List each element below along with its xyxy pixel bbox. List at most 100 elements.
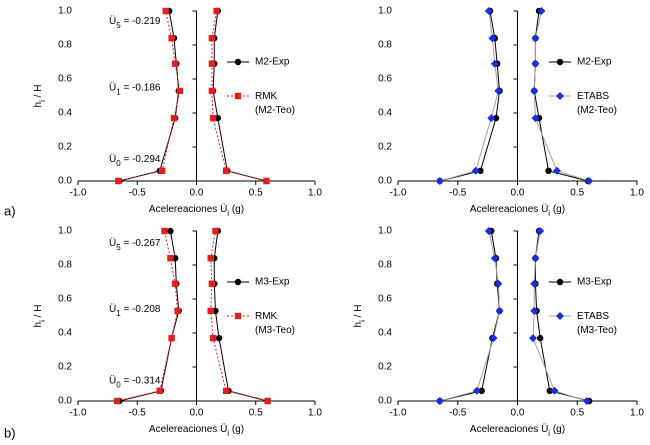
marker	[174, 307, 181, 315]
legend-label: M3-Exp	[255, 277, 290, 288]
annotation: Ü5 = -0.219	[109, 15, 161, 30]
x-tick-label: 0.5	[249, 188, 263, 199]
x-axis-label-sub: i	[227, 209, 229, 218]
x-tick-label: 1.0	[308, 408, 322, 419]
y-tick-label: 0.0	[378, 176, 392, 187]
series-line	[439, 10, 499, 182]
annotation: Ü0 = -0.294	[109, 153, 161, 168]
marker	[530, 306, 539, 315]
legend-label-line: ETABS	[577, 91, 609, 102]
marker	[582, 397, 591, 405]
annotation-part: = -0.314	[121, 375, 161, 386]
x-tick-label: 0.0	[511, 408, 525, 419]
y-tick-label: 0.4	[378, 108, 392, 119]
legend-label-line: (M3-Teo)	[255, 325, 295, 336]
marker	[529, 334, 538, 343]
panel-label: a)	[4, 203, 16, 218]
annotation-part: Ü	[109, 237, 116, 249]
chart: -1.0 -0.5 0.0 0.5 1.0 0.0 0.2 0.4 0.6 0.8 1.0 Acele…	[378, 6, 644, 218]
x-tick-label: -1.0	[389, 188, 407, 199]
y-tick-label: 0.8	[378, 40, 392, 51]
annotation-part: Ü	[109, 303, 116, 315]
marker	[170, 114, 178, 122]
y-tick-label: 0.4	[58, 328, 72, 339]
legend-label-line: RMK	[255, 91, 278, 102]
marker	[530, 279, 539, 288]
annotation-sub: 5	[116, 21, 121, 30]
marker	[546, 387, 553, 394]
marker	[215, 334, 223, 342]
marker	[531, 114, 540, 123]
x-tick-label: -1.0	[389, 408, 407, 419]
y-tick-label: 1.0	[378, 6, 392, 17]
y-axis-label: hi / H	[33, 305, 47, 328]
legend-label: M3-Exp	[577, 277, 612, 288]
legend-marker	[556, 312, 564, 320]
y-tick-label: 0.6	[378, 294, 392, 305]
legend-marker	[234, 58, 242, 66]
y-tick-label: 0.6	[58, 74, 72, 85]
legend-label: ETABS (M2-Teo)	[577, 91, 617, 116]
marker	[162, 7, 169, 15]
y-tick-label: 0.0	[58, 176, 72, 187]
x-axis-label-sub: i	[227, 429, 229, 438]
y-tick-label: 0.0	[58, 396, 72, 407]
marker	[208, 280, 216, 287]
y-tick-label: 0.2	[378, 142, 392, 153]
marker	[222, 387, 230, 394]
legend-label-line: RMK	[255, 311, 278, 322]
annotation-part: = -0.186	[121, 82, 161, 93]
x-tick-label: 0.0	[511, 188, 525, 199]
marker	[207, 307, 214, 315]
annotation-part: = -0.208	[121, 304, 161, 315]
x-axis-label: Acelereaciones Üi (g)	[149, 423, 244, 438]
marker	[492, 114, 500, 122]
marker	[168, 334, 175, 342]
x-axis-label-part: (g)	[229, 204, 244, 215]
y-axis-label-part: h	[33, 102, 44, 108]
y-axis-label-sub: i	[38, 100, 47, 102]
annotation-part: Ü	[109, 81, 116, 93]
marker	[478, 387, 485, 394]
panel-label: b)	[4, 425, 16, 440]
legend-marker	[556, 278, 564, 286]
x-tick-label: -0.5	[449, 408, 467, 419]
marker	[171, 60, 179, 67]
marker	[537, 334, 544, 342]
x-axis-label-sub: i	[548, 429, 550, 438]
legend-label: ETABS (M3-Teo)	[577, 311, 617, 336]
marker	[490, 59, 499, 68]
y-tick-label: 0.6	[58, 294, 72, 305]
x-tick-label: -0.5	[129, 408, 147, 419]
x-axis-label-sub: i	[548, 209, 550, 218]
annotation: Ü5 = -0.267	[109, 237, 161, 252]
annotation-sub: 1	[116, 309, 121, 318]
chart: -1.0 -0.5 0.0 0.5 1.0 0.0 0.2 0.4 0.6 0.8 1.0 Acele…	[33, 6, 323, 218]
x-tick-label: 0.5	[570, 408, 584, 419]
marker	[490, 254, 499, 263]
legend-label: RMK (M3-Teo)	[255, 311, 295, 336]
x-axis-label-part: Acelereaciones Ü	[470, 423, 548, 435]
marker	[472, 386, 481, 395]
annotation-part: Ü	[109, 15, 116, 27]
marker	[167, 255, 174, 262]
x-axis-label: Acelereaciones Üi (g)	[470, 423, 565, 438]
x-tick-label: -1.0	[69, 408, 87, 419]
marker	[494, 279, 503, 288]
y-axis-label: hi / H	[353, 305, 367, 328]
chart: -1.0 -0.5 0.0 0.5 1.0 0.0 0.2 0.4 0.6 0.8 1.0 Acele…	[353, 226, 645, 438]
series-line	[439, 230, 501, 402]
y-tick-label: 1.0	[58, 6, 72, 17]
marker	[212, 227, 219, 235]
marker	[550, 386, 559, 395]
x-axis-label-part: (g)	[550, 204, 565, 215]
x-tick-label: 0.0	[190, 408, 204, 419]
y-axis-label-part: h	[33, 322, 44, 328]
marker	[115, 177, 122, 185]
annotation-sub: 1	[116, 87, 121, 96]
y-tick-label: 0.8	[378, 260, 392, 271]
marker	[161, 227, 168, 235]
annotation: Ü0 = -0.314	[109, 374, 161, 389]
marker	[208, 35, 216, 42]
